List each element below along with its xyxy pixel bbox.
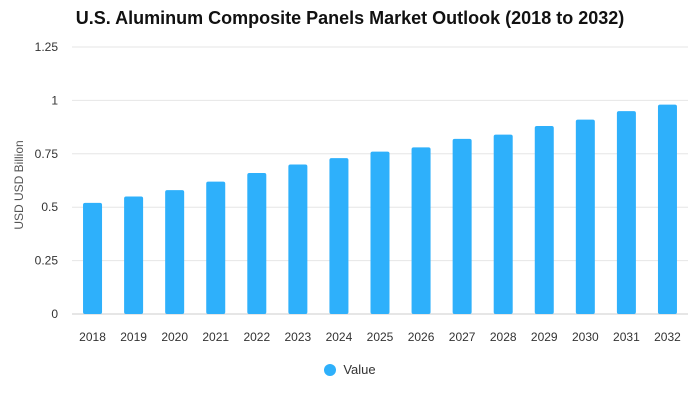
- x-tick-label: 2023: [285, 330, 312, 344]
- bar-2026: [411, 147, 431, 314]
- bar-2021: [206, 181, 226, 314]
- y-tick-label: 1.25: [35, 40, 59, 54]
- y-axis-title: USD USD Billion: [12, 140, 26, 229]
- y-tick-label: 1: [51, 93, 58, 107]
- x-tick-label: 2024: [326, 330, 353, 344]
- bar-2020: [165, 190, 185, 314]
- x-tick-label: 2032: [654, 330, 681, 344]
- bar-2031: [616, 111, 636, 314]
- chart-title: U.S. Aluminum Composite Panels Market Ou…: [75, 8, 625, 28]
- y-tick-label: 0.25: [35, 254, 59, 268]
- x-tick-label: 2027: [449, 330, 476, 344]
- x-tick-label: 2028: [490, 330, 517, 344]
- x-tick-label: 2026: [408, 330, 435, 344]
- legend-label: Value: [343, 362, 376, 377]
- bar-2027: [452, 138, 472, 314]
- x-tick-label: 2029: [531, 330, 558, 344]
- bars: [83, 104, 677, 315]
- bar-2029: [534, 126, 554, 314]
- bar-2023: [288, 164, 308, 314]
- x-tick-label: 2025: [367, 330, 394, 344]
- legend: Value: [0, 362, 700, 377]
- x-tick-label: 2022: [243, 330, 270, 344]
- y-axis-ticks: 0 0.25 0.5 0.75 1 1.25: [35, 40, 59, 321]
- bar-2018: [83, 202, 103, 314]
- x-tick-label: 2021: [202, 330, 229, 344]
- legend-swatch: [324, 363, 337, 376]
- x-tick-label: 2019: [120, 330, 147, 344]
- bar-2022: [247, 173, 267, 314]
- y-tick-label: 0.75: [35, 147, 59, 161]
- x-tick-label: 2030: [572, 330, 599, 344]
- x-tick-label: 2020: [161, 330, 188, 344]
- x-tick-label: 2018: [79, 330, 106, 344]
- y-tick-label: 0.5: [41, 200, 58, 214]
- x-tick-label: 2031: [613, 330, 640, 344]
- bar-2019: [124, 196, 144, 314]
- bar-2030: [575, 119, 595, 315]
- bar-2024: [329, 158, 349, 314]
- bar-2025: [370, 151, 390, 314]
- bar-2032: [657, 104, 677, 314]
- x-axis-ticks: 2018 2019 2020 2021 2022 2023 2024 2025 2026 2027…: [79, 330, 681, 344]
- y-tick-label: 0: [51, 307, 58, 321]
- bar-2028: [493, 134, 513, 314]
